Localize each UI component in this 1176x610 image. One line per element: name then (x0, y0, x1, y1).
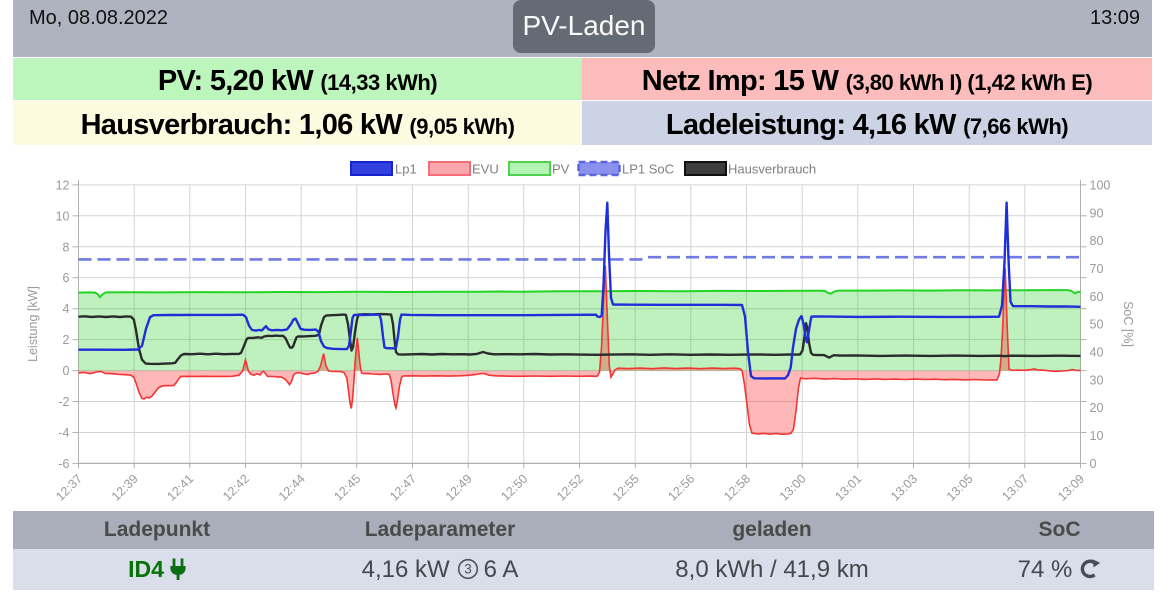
svg-text:90: 90 (1090, 206, 1104, 220)
svg-text:Hausverbrauch: Hausverbrauch (728, 162, 816, 177)
svg-text:13:05: 13:05 (944, 472, 976, 504)
svg-text:SoC [%]: SoC [%] (1121, 301, 1135, 347)
svg-text:100: 100 (1090, 178, 1111, 192)
svg-text:PV: PV (552, 162, 570, 177)
svg-text:13:09: 13:09 (1055, 472, 1087, 504)
svg-text:12:47: 12:47 (387, 472, 419, 504)
svg-text:-6: -6 (58, 457, 69, 471)
svg-text:10: 10 (56, 209, 70, 223)
svg-text:50: 50 (1090, 318, 1104, 332)
svg-text:40: 40 (1090, 346, 1104, 360)
svg-text:6: 6 (63, 271, 70, 285)
svg-text:2: 2 (63, 333, 70, 347)
svg-text:Lp1: Lp1 (395, 162, 417, 177)
svg-text:12:49: 12:49 (443, 472, 475, 504)
svg-text:12:45: 12:45 (331, 472, 363, 504)
svg-text:20: 20 (1090, 401, 1104, 415)
svg-text:12:44: 12:44 (276, 472, 308, 504)
svg-text:0: 0 (1090, 457, 1097, 471)
svg-text:Leistung [kW]: Leistung [kW] (26, 286, 40, 362)
svg-text:12:41: 12:41 (164, 472, 196, 504)
svg-text:12:42: 12:42 (220, 472, 252, 504)
svg-text:0: 0 (63, 364, 70, 378)
svg-text:13:00: 13:00 (777, 472, 809, 504)
svg-text:12: 12 (56, 178, 70, 192)
svg-text:12:37: 12:37 (53, 472, 85, 504)
svg-text:70: 70 (1090, 262, 1104, 276)
svg-text:3: 3 (464, 562, 472, 577)
svg-text:-2: -2 (58, 395, 69, 409)
svg-text:12:52: 12:52 (554, 472, 586, 504)
svg-text:8: 8 (63, 240, 70, 254)
svg-text:4: 4 (63, 302, 70, 316)
svg-text:12:56: 12:56 (665, 472, 697, 504)
svg-text:80: 80 (1090, 234, 1104, 248)
svg-text:12:50: 12:50 (498, 472, 530, 504)
svg-text:12:58: 12:58 (721, 472, 753, 504)
svg-text:10: 10 (1090, 429, 1104, 443)
svg-text:EVU: EVU (472, 162, 499, 177)
svg-text:-4: -4 (58, 426, 69, 440)
svg-text:13:07: 13:07 (999, 472, 1031, 504)
svg-text:LP1 SoC: LP1 SoC (622, 162, 674, 177)
svg-text:12:39: 12:39 (109, 472, 141, 504)
svg-text:30: 30 (1090, 373, 1104, 387)
svg-text:13:01: 13:01 (832, 472, 864, 504)
svg-text:13:03: 13:03 (888, 472, 920, 504)
svg-text:12:55: 12:55 (610, 472, 642, 504)
svg-text:60: 60 (1090, 290, 1104, 304)
